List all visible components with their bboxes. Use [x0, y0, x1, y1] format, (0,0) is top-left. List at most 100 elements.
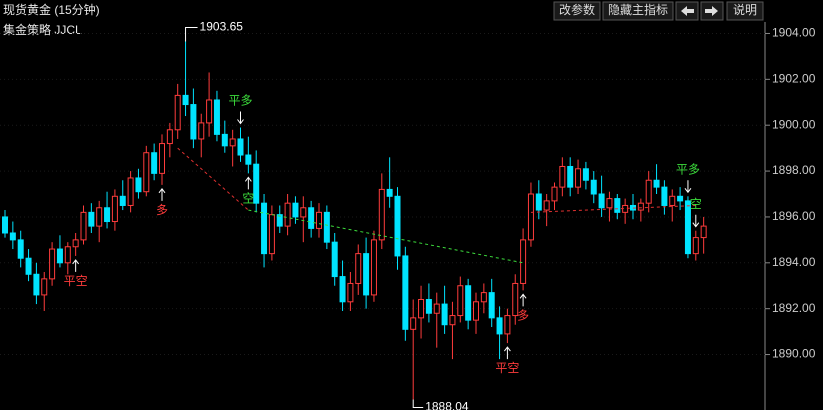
signal-arrow	[72, 259, 80, 272]
candle-body	[614, 198, 621, 213]
candle-body	[119, 195, 126, 206]
signal-label: 多	[156, 203, 168, 217]
candle-body	[512, 282, 519, 317]
button[interactable]	[726, 1, 764, 21]
candle-body	[49, 248, 56, 280]
candle-body	[151, 152, 158, 174]
candle-body	[402, 255, 409, 330]
candle-body	[2, 216, 8, 234]
button[interactable]	[553, 1, 601, 21]
candle-body	[80, 211, 87, 241]
signal-arrow	[158, 187, 166, 201]
candle-body	[637, 202, 644, 211]
candle-body	[575, 168, 582, 188]
y-tick-label: 1894.00	[772, 255, 816, 269]
signal-label: 多	[517, 309, 529, 323]
candle-body	[292, 202, 299, 218]
max-pointer	[185, 26, 198, 42]
candle-body	[567, 165, 574, 188]
candle-body	[33, 273, 40, 296]
signal-arrow	[519, 293, 527, 307]
candle-body	[677, 195, 684, 202]
candle-body	[559, 165, 566, 188]
candle-body	[410, 317, 417, 330]
button[interactable]	[602, 1, 674, 21]
candle-body	[253, 163, 260, 204]
candle-body	[268, 214, 275, 255]
candle-body	[308, 207, 315, 229]
button-label[interactable]: 说明	[733, 2, 757, 17]
candle-body	[473, 301, 479, 321]
min-pointer	[412, 399, 424, 408]
y-tick-label: 1892.00	[772, 301, 816, 315]
candle-body	[504, 315, 511, 335]
candle-body	[245, 154, 252, 165]
candle-body	[339, 276, 346, 303]
candle-body	[418, 299, 425, 319]
candle-body	[206, 99, 213, 124]
max-label: 1903.65	[200, 20, 244, 34]
candle-body	[535, 193, 542, 211]
candle-body	[323, 211, 330, 243]
y-tick-label: 1900.00	[772, 117, 816, 131]
candle-body	[56, 248, 63, 264]
signal-label: 空	[242, 192, 254, 206]
candle-body	[700, 225, 707, 239]
y-tick-label: 1890.00	[772, 347, 816, 361]
candle-body	[17, 239, 24, 259]
signal-label: 平空	[495, 361, 519, 375]
candle-body	[669, 195, 676, 206]
button-label[interactable]: 隐藏主指标	[608, 2, 668, 17]
candle-body	[9, 232, 16, 241]
candle-body	[261, 202, 268, 255]
min-label: 1888.04	[425, 400, 469, 410]
y-tick-label: 1896.00	[772, 209, 816, 223]
chart-title: 现货黄金 (15分钟)	[3, 2, 100, 17]
candle-body	[213, 99, 220, 135]
candle-body	[135, 177, 142, 193]
candle-body	[25, 257, 32, 275]
candle-body	[370, 239, 377, 296]
candle-body	[582, 168, 589, 181]
signal-arrow	[244, 176, 252, 190]
candle-body	[237, 138, 244, 156]
signal-arrow	[684, 180, 692, 194]
signal-arrow	[504, 346, 511, 360]
toolbar: 改参数 隐藏主指标 说明	[553, 1, 764, 21]
candle-body	[590, 179, 597, 195]
right-arrow-icon	[705, 6, 718, 16]
candle-body	[465, 285, 472, 321]
signal-arrow	[692, 214, 700, 228]
candle-body	[276, 214, 283, 227]
candle-body	[41, 278, 48, 296]
candle-body	[520, 239, 527, 284]
chart-subtitle: 集金策略 JJCL	[3, 22, 82, 37]
candle-body	[363, 253, 370, 296]
candle-body	[378, 188, 385, 241]
candle-body	[606, 198, 613, 209]
candle-body	[645, 179, 652, 204]
candle-body	[174, 94, 181, 131]
candle-body	[316, 211, 322, 229]
candle-body	[72, 239, 79, 248]
candle-body	[190, 104, 197, 140]
candle-body	[96, 207, 103, 227]
candle-body	[543, 200, 550, 211]
candle-body	[229, 138, 236, 147]
y-tick-label: 1898.00	[772, 163, 816, 177]
candle-body	[347, 282, 354, 303]
candle-body	[441, 303, 448, 326]
candle-body	[394, 195, 401, 257]
candle-body	[425, 299, 432, 314]
trade-line	[177, 147, 249, 211]
y-tick-label: 1904.00	[772, 26, 816, 40]
candle-body	[551, 186, 558, 202]
signal-label: 平多	[228, 94, 252, 108]
candle-body	[143, 152, 150, 193]
button-label[interactable]: 改参数	[559, 2, 595, 17]
candle-body	[166, 129, 173, 145]
candle-body	[661, 186, 668, 206]
candle-body	[457, 285, 464, 317]
candle-body	[386, 188, 393, 197]
